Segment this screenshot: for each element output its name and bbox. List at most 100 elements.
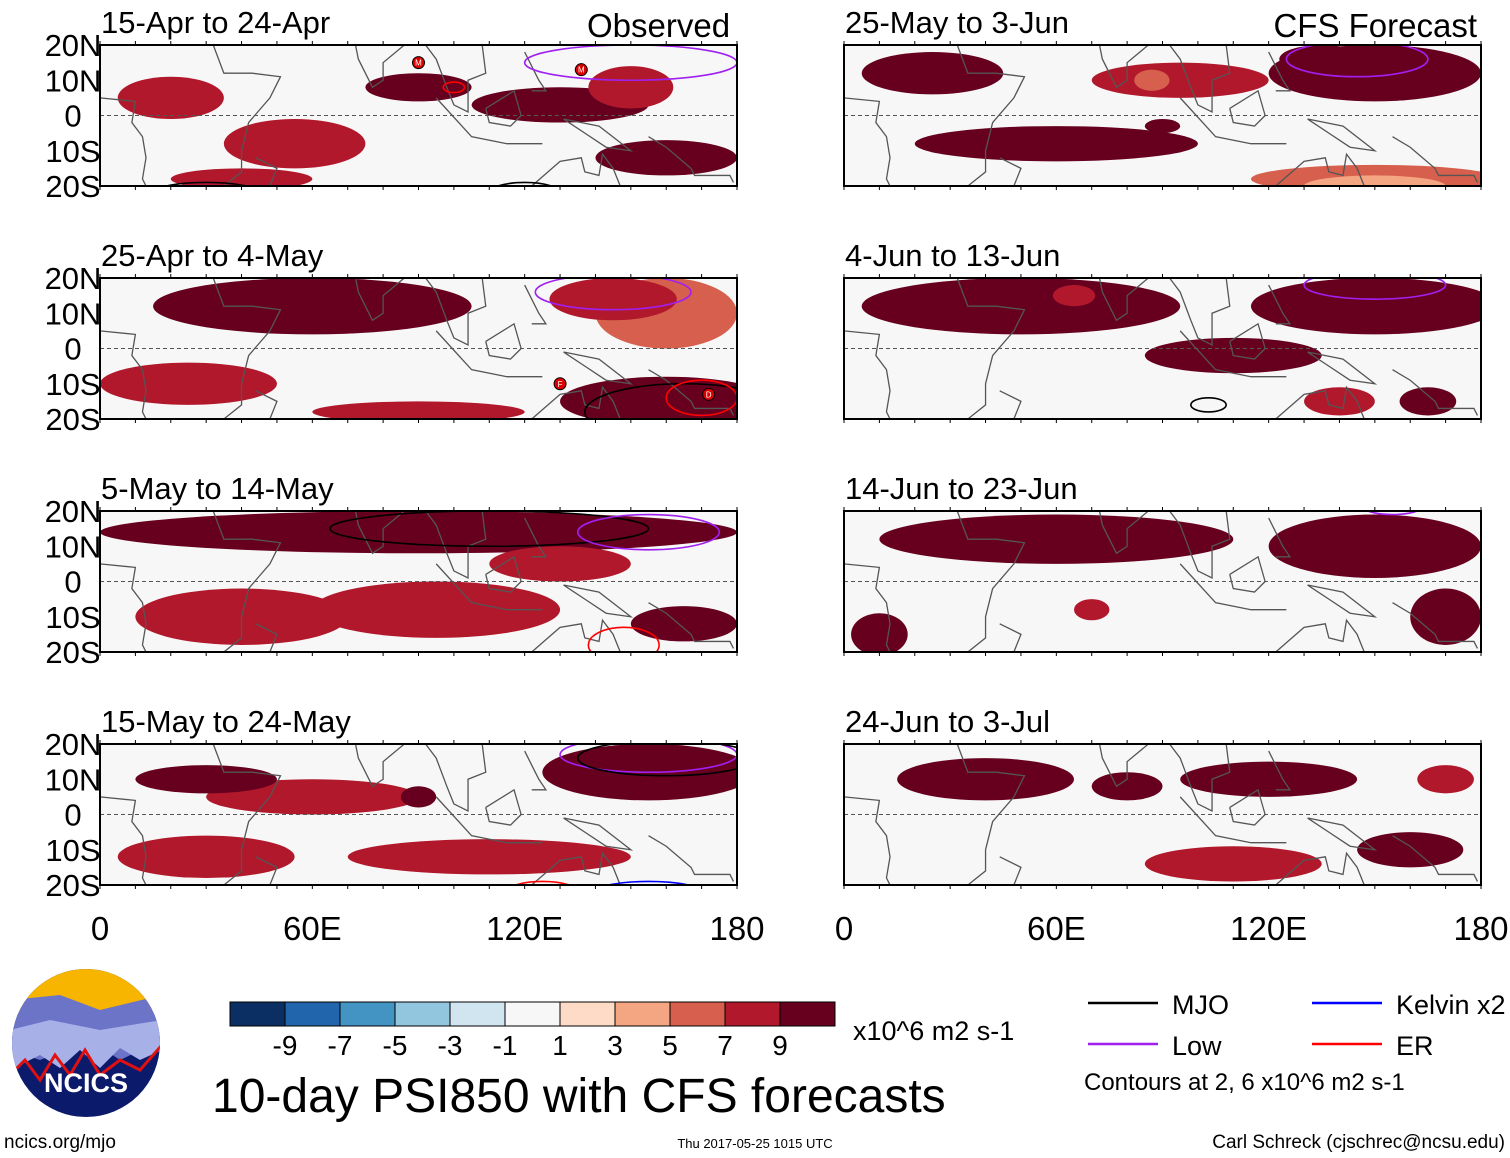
coastline: [1045, 511, 1149, 555]
colorbar-swatch: [724, 1001, 781, 1027]
coastline: [485, 555, 522, 593]
lat-tick-label: 20N: [45, 261, 102, 296]
svg-text:M: M: [415, 59, 422, 68]
storm-icon: [574, 63, 588, 77]
coastline: [1229, 322, 1266, 360]
coastline: [255, 157, 278, 186]
coastline: [531, 851, 621, 885]
colorbar-label: 3: [607, 1030, 623, 1061]
panel-title: 24-Jun to 3-Jul: [845, 704, 1050, 739]
lat-tick-label: 10S: [45, 134, 100, 169]
coastline: [563, 118, 634, 152]
anomaly-shading: [1074, 599, 1110, 621]
coastline: [100, 278, 282, 419]
colorbar: -9 -7 -5 -3 -1 1 3 5 7 9: [229, 1001, 836, 1061]
anomaly-shading: [577, 747, 684, 783]
coastline: [524, 750, 548, 791]
site-link[interactable]: ncics.org/mjo: [4, 1132, 116, 1153]
coastline: [301, 278, 405, 322]
anomaly-shading: [100, 362, 277, 405]
anomaly-shading: [170, 168, 313, 186]
coastline: [100, 796, 147, 885]
lon-tick-label: 120E: [486, 910, 563, 947]
contour-mjo: [584, 382, 737, 419]
anomaly-shading: [1091, 772, 1163, 801]
coastline: [844, 744, 1026, 885]
coastline: [485, 788, 522, 826]
lon-tick-label: 180: [1453, 910, 1508, 947]
anomaly-shading: [223, 119, 366, 169]
lon-tick-label: 60E: [283, 910, 342, 947]
lat-tick-label: 10N: [45, 63, 102, 98]
colorbar-swatch: [339, 1001, 396, 1027]
panel-title: 5-May to 14-May: [101, 471, 334, 506]
lat-tick-label: 20S: [45, 402, 100, 437]
anomaly-shading: [1417, 765, 1474, 794]
anomaly-shading: [1304, 175, 1446, 186]
contour-mjo: [329, 511, 650, 548]
panel-title: 25-Apr to 4-May: [101, 238, 324, 273]
map-panel: 14-Jun to 23-Jun: [843, 471, 1482, 656]
lon-tick-label: 0: [91, 910, 109, 947]
coastline: [1045, 45, 1149, 89]
colorbar-label: -5: [383, 1030, 408, 1061]
storm-icon: [412, 56, 425, 70]
coastline: [1229, 555, 1266, 593]
colorbar-swatch: [669, 1001, 726, 1027]
lat-tick-label: 0: [64, 332, 81, 367]
lon-tick-label: 0: [835, 910, 853, 947]
coastline: [425, 45, 487, 114]
storm-icon: [702, 387, 716, 401]
anomaly-shading: [1410, 588, 1481, 645]
colorbar-swatch: [559, 1001, 616, 1027]
coastline: [563, 351, 634, 385]
anomaly-shading: [489, 546, 631, 582]
coastline: [1179, 330, 1287, 378]
anomaly-shading: [851, 613, 908, 652]
anomaly-shading: [588, 66, 674, 109]
ncics-logo: NCICS: [12, 969, 160, 1117]
coastline: [524, 51, 548, 92]
legend-label: MJO: [1172, 990, 1229, 1020]
contour-note: Contours at 2, 6 x10^6 m2 s-1: [1084, 1069, 1405, 1096]
coastline: [1268, 517, 1292, 558]
coastline: [648, 602, 735, 649]
anomaly-shading: [595, 140, 737, 176]
coastline: [100, 563, 147, 652]
panel-title: 4-Jun to 13-Jun: [845, 238, 1060, 273]
coastline: [1169, 744, 1231, 813]
coastline: [1275, 618, 1365, 652]
coastline: [425, 744, 487, 813]
observed-label: Observed: [587, 7, 730, 44]
coastline: [563, 817, 634, 851]
contour-er: [513, 880, 572, 885]
anomaly-shading: [1134, 69, 1170, 91]
contour-kelvin: [605, 880, 692, 885]
map-panel: 4-Jun to 13-Jun: [843, 238, 1482, 423]
map-panel: 25-May to 3-Jun: [843, 5, 1482, 190]
coastline: [1275, 152, 1365, 186]
colorbar-label: -3: [438, 1030, 463, 1061]
colorbar-swatch: [449, 1001, 506, 1027]
lat-tick-label: 0: [64, 99, 81, 134]
coastline: [999, 390, 1022, 419]
coastline: [100, 45, 282, 186]
lat-tick-label: 0: [64, 798, 81, 833]
coastline: [435, 796, 543, 844]
coastline: [485, 322, 522, 360]
anomaly-shading: [1268, 514, 1481, 578]
contour-mjo: [576, 744, 737, 777]
coastline: [435, 330, 543, 378]
anomaly-shading: [1251, 278, 1481, 335]
colorbar-label: 9: [772, 1030, 788, 1061]
lat-tick-label: 20S: [45, 868, 100, 903]
coastline: [1179, 97, 1287, 145]
coastline: [1268, 284, 1292, 325]
forecast-label: CFS Forecast: [1273, 7, 1477, 44]
coastline: [999, 157, 1022, 186]
coastline: [531, 618, 621, 652]
contour-mjo: [1190, 397, 1228, 413]
